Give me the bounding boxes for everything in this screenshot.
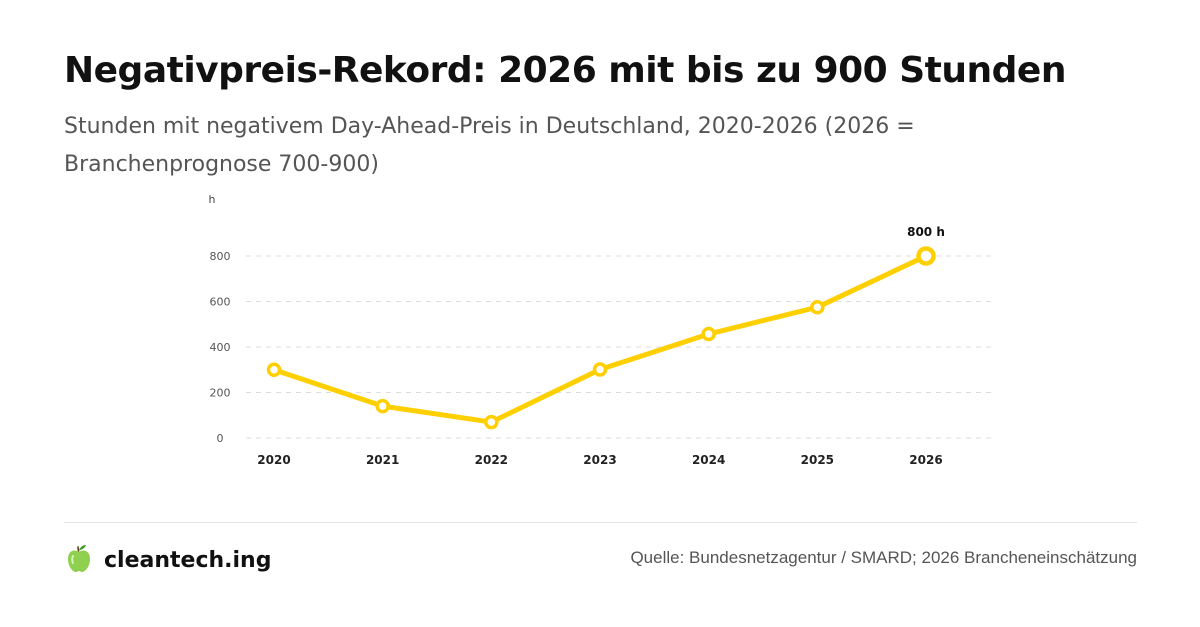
y-tick-label: 400 <box>210 341 231 354</box>
line-chart: h 0 200 400 600 800 2020 2021 2022 2023 2024 2025… <box>209 193 992 467</box>
data-point-2026 <box>916 246 936 266</box>
x-tick-label: 2026 <box>909 453 942 467</box>
y-axis-unit-label: h <box>209 193 216 206</box>
source-note: Quelle: Bundesnetzagentur / SMARD; 2026 … <box>630 548 1137 567</box>
x-tick-label: 2025 <box>801 453 834 467</box>
data-points <box>266 246 936 430</box>
y-tick-label: 0 <box>217 432 224 445</box>
footer-divider <box>64 522 1137 523</box>
annotations: 800 h <box>907 225 945 239</box>
series-line-layer <box>271 253 929 425</box>
data-label: 800 h <box>907 225 945 239</box>
x-tick-label: 2023 <box>583 453 616 467</box>
gridlines <box>246 255 992 439</box>
chart-title: Negativpreis-Rekord: 2026 mit bis zu 900… <box>64 50 1066 91</box>
brand: cleantech.ing <box>66 544 271 576</box>
x-tick-label: 2020 <box>257 453 290 467</box>
data-point-2025 <box>810 299 825 315</box>
x-tick-label: 2024 <box>692 453 725 467</box>
data-point-2024 <box>701 326 716 342</box>
y-tick-label: 800 <box>210 250 231 263</box>
data-point-2022 <box>484 414 499 430</box>
x-tick-label: 2021 <box>366 453 399 467</box>
data-point-2023 <box>592 362 608 377</box>
x-axis-ticks: 2020 2021 2022 2023 2024 2025 2026 <box>257 453 942 467</box>
brand-name: cleantech.ing <box>104 547 272 573</box>
y-tick-label: 200 <box>210 387 231 400</box>
x-tick-label: 2022 <box>475 453 508 467</box>
data-point-2021 <box>375 398 390 414</box>
y-axis-ticks: 0 200 400 600 800 <box>210 250 231 445</box>
chart-subtitle: Stunden mit negativem Day-Ahead-Preis in… <box>64 114 915 177</box>
y-tick-label: 600 <box>210 296 231 309</box>
data-point-2020 <box>266 362 282 377</box>
green-apple-icon <box>66 543 92 577</box>
series-line <box>271 253 929 425</box>
